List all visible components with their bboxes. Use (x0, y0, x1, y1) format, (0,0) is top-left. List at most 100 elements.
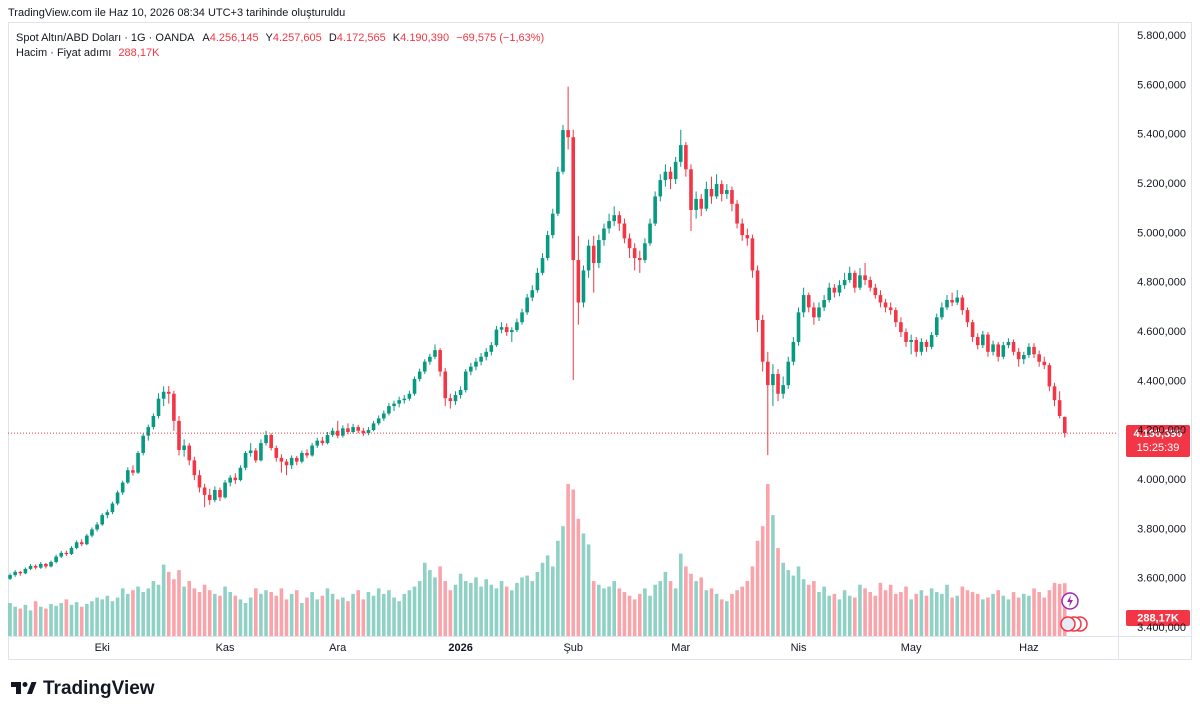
ohlc-value: 4.257,605 (273, 32, 322, 44)
volume-bar (376, 588, 381, 636)
volume-bar (760, 526, 765, 636)
candle-body (182, 445, 186, 450)
volume-bar (822, 586, 826, 636)
volume-title: Hacim · Fiyat adımı (16, 47, 111, 59)
candle-body (827, 287, 832, 301)
candle-body (991, 344, 995, 352)
volume-bar (254, 588, 258, 636)
candle-body (49, 561, 53, 567)
volume-bar (535, 571, 540, 636)
volume-bar (346, 601, 350, 636)
candle-body (510, 330, 514, 333)
candle-body (59, 552, 64, 557)
volume-bar (95, 597, 99, 636)
volume-bar (223, 586, 227, 636)
volume-bar (1032, 588, 1036, 636)
candle-body (591, 245, 596, 264)
candle-body (192, 460, 197, 476)
volume-bar (586, 544, 591, 636)
volume-bar (694, 581, 698, 636)
candle-body (346, 428, 350, 432)
candle-body (637, 258, 642, 261)
logo-text: TradingView (43, 678, 155, 699)
volume-bar (1021, 593, 1026, 636)
volume-bar (238, 599, 243, 636)
candle-body (233, 477, 238, 481)
candle-body (858, 275, 862, 288)
volume-bar (320, 595, 325, 636)
volume-bar (566, 484, 570, 636)
volume-bar (771, 515, 775, 636)
volume-bar (832, 593, 837, 636)
candle-body (69, 547, 74, 555)
candle-body (366, 430, 371, 434)
candle-body (1042, 361, 1047, 366)
candle-body (1062, 416, 1067, 434)
candle-body (760, 319, 765, 362)
volume-bar (873, 595, 878, 636)
volume-bar (981, 599, 985, 636)
candle-body (540, 258, 545, 273)
candle-body (335, 430, 340, 436)
candle-body (397, 400, 401, 404)
candle-body (1001, 345, 1006, 357)
candle-body (530, 290, 535, 298)
volume-bar (735, 590, 739, 636)
volume-bar (305, 597, 309, 636)
candle-body (970, 322, 975, 338)
volume-bar (904, 586, 908, 636)
candle-body (74, 542, 79, 548)
candle-body (945, 300, 949, 308)
candle-body (940, 307, 944, 318)
volume-bar (627, 595, 632, 636)
candle-body (146, 427, 151, 436)
volume-bar (156, 584, 161, 636)
candle-body (863, 275, 867, 281)
volume-bar (151, 581, 156, 636)
candle-body (996, 344, 1000, 357)
candle-body (719, 184, 724, 194)
candle-body (847, 272, 852, 281)
candle-body (300, 452, 304, 462)
candle-body (1037, 354, 1041, 362)
volume-bar (1057, 583, 1062, 636)
logo-mark (11, 682, 21, 694)
volume-bar (591, 581, 596, 636)
candle-body (673, 161, 678, 180)
candle-body (622, 223, 627, 239)
candle-body (975, 337, 980, 346)
volume-bar (791, 575, 796, 636)
volume-bar (868, 592, 872, 636)
volume-bar (422, 562, 427, 636)
candle-body (837, 285, 842, 293)
y-tick-label: 3.400,000 (1137, 622, 1186, 634)
volume-bar (284, 599, 289, 636)
volume-bar (59, 603, 64, 636)
candle-body (23, 568, 28, 574)
volume-bar (975, 593, 980, 636)
candle-body (44, 563, 48, 567)
volume-bar (110, 601, 115, 636)
volume-bar (207, 590, 212, 636)
volume-bar (192, 588, 197, 636)
candle-body (678, 145, 683, 162)
volume-bar (520, 577, 524, 636)
candle-body (13, 571, 17, 576)
volume-legend: Hacim · Fiyat adımı 288,17K (16, 47, 160, 59)
volume-bar (1062, 583, 1067, 636)
volume-bar (1052, 582, 1057, 636)
candle-body (801, 295, 806, 313)
candle-body (126, 470, 130, 483)
volume-bar (960, 586, 965, 636)
volume-bar (786, 570, 791, 636)
candle-body (924, 341, 929, 347)
candle-body (402, 398, 407, 401)
y-tick-label: 5.000,000 (1137, 227, 1186, 239)
candle-body (463, 371, 468, 391)
volume-bar (18, 608, 23, 636)
volume-bar (730, 593, 734, 636)
candle-body (668, 171, 673, 180)
volume-bar (269, 592, 273, 636)
candle-body (259, 443, 263, 461)
volume-bar (940, 593, 944, 636)
